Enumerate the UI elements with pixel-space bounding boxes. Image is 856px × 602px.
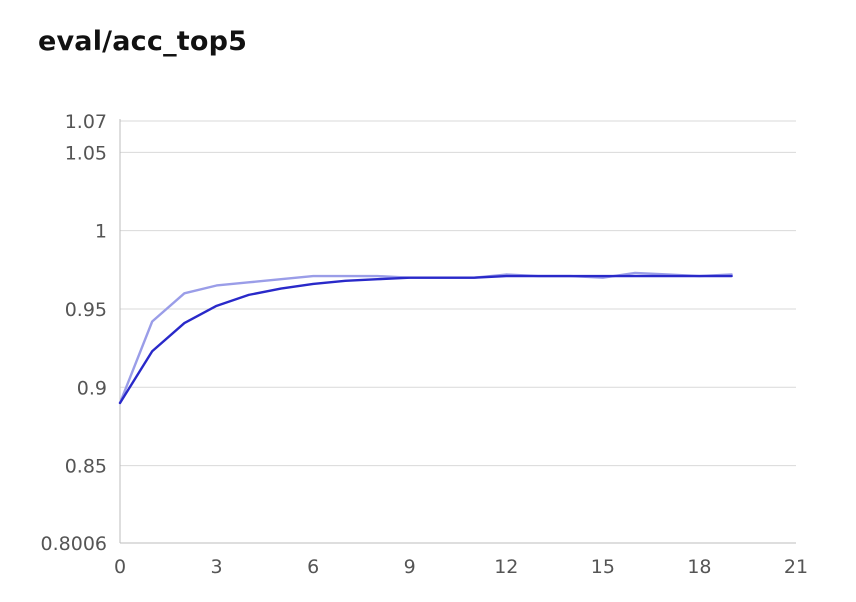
- x-tick-label: 9: [404, 556, 416, 578]
- y-tick-label: 0.9: [77, 377, 107, 399]
- axes: [119, 119, 796, 544]
- x-tick-label: 21: [784, 556, 808, 578]
- y-tick-label: 1.07: [65, 111, 107, 133]
- x-tick-label: 3: [211, 556, 223, 578]
- series-lines: [118, 271, 733, 405]
- y-tick-label: 0.95: [65, 299, 107, 321]
- x-tick-label: 6: [307, 556, 319, 578]
- y-tick-labels: 0.8006 0.85 0.9 0.95 1 1.05 1.07: [41, 111, 107, 555]
- y-tick-label: 1.05: [65, 142, 107, 164]
- x-tick-labels: 0 3 6 9 12 15 18 21: [114, 556, 808, 578]
- x-tick-label: 15: [591, 556, 615, 578]
- series-line-1: [118, 271, 733, 405]
- y-tick-label: 0.85: [65, 456, 107, 478]
- x-tick-label: 12: [494, 556, 518, 578]
- x-tick-label: 18: [687, 556, 711, 578]
- x-tick-label: 0: [114, 556, 126, 578]
- y-tick-label: 1: [95, 221, 107, 243]
- chart-title: eval/acc_top5: [38, 26, 248, 57]
- series-line-2: [118, 274, 733, 405]
- y-tick-label: 0.8006: [41, 533, 107, 555]
- gridlines: [120, 120, 796, 467]
